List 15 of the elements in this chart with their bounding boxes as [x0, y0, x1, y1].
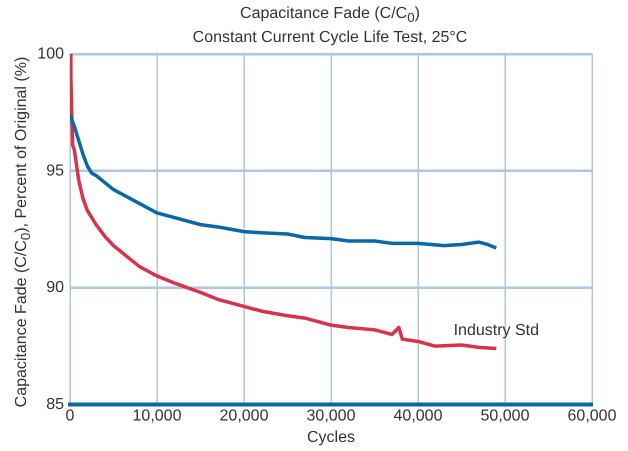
x-tick-label: 50,000 [480, 408, 530, 425]
x-tick-label: 20,000 [220, 408, 269, 425]
series-label: Industry Std [454, 322, 539, 339]
y-tick-label: 95 [46, 162, 64, 180]
x-axis-title: Cycles [306, 428, 356, 446]
x-tick-label: 40,000 [394, 408, 443, 425]
x-tick-label: 60,000 [568, 408, 617, 425]
chart-subtitle: Constant Current Cycle Life Test, 25°C [192, 28, 468, 48]
x-tick-label: 0 [66, 408, 75, 425]
y-tick-label: 85 [46, 396, 64, 414]
y-tick-label: 90 [46, 279, 64, 296]
chart-title: Capacitance Fade (C/C$_{0}$) [239, 4, 421, 28]
y-tick-label: 100 [37, 45, 64, 62]
x-tick-label: 30,000 [306, 408, 356, 425]
x-tick-label: 10,000 [132, 408, 182, 425]
